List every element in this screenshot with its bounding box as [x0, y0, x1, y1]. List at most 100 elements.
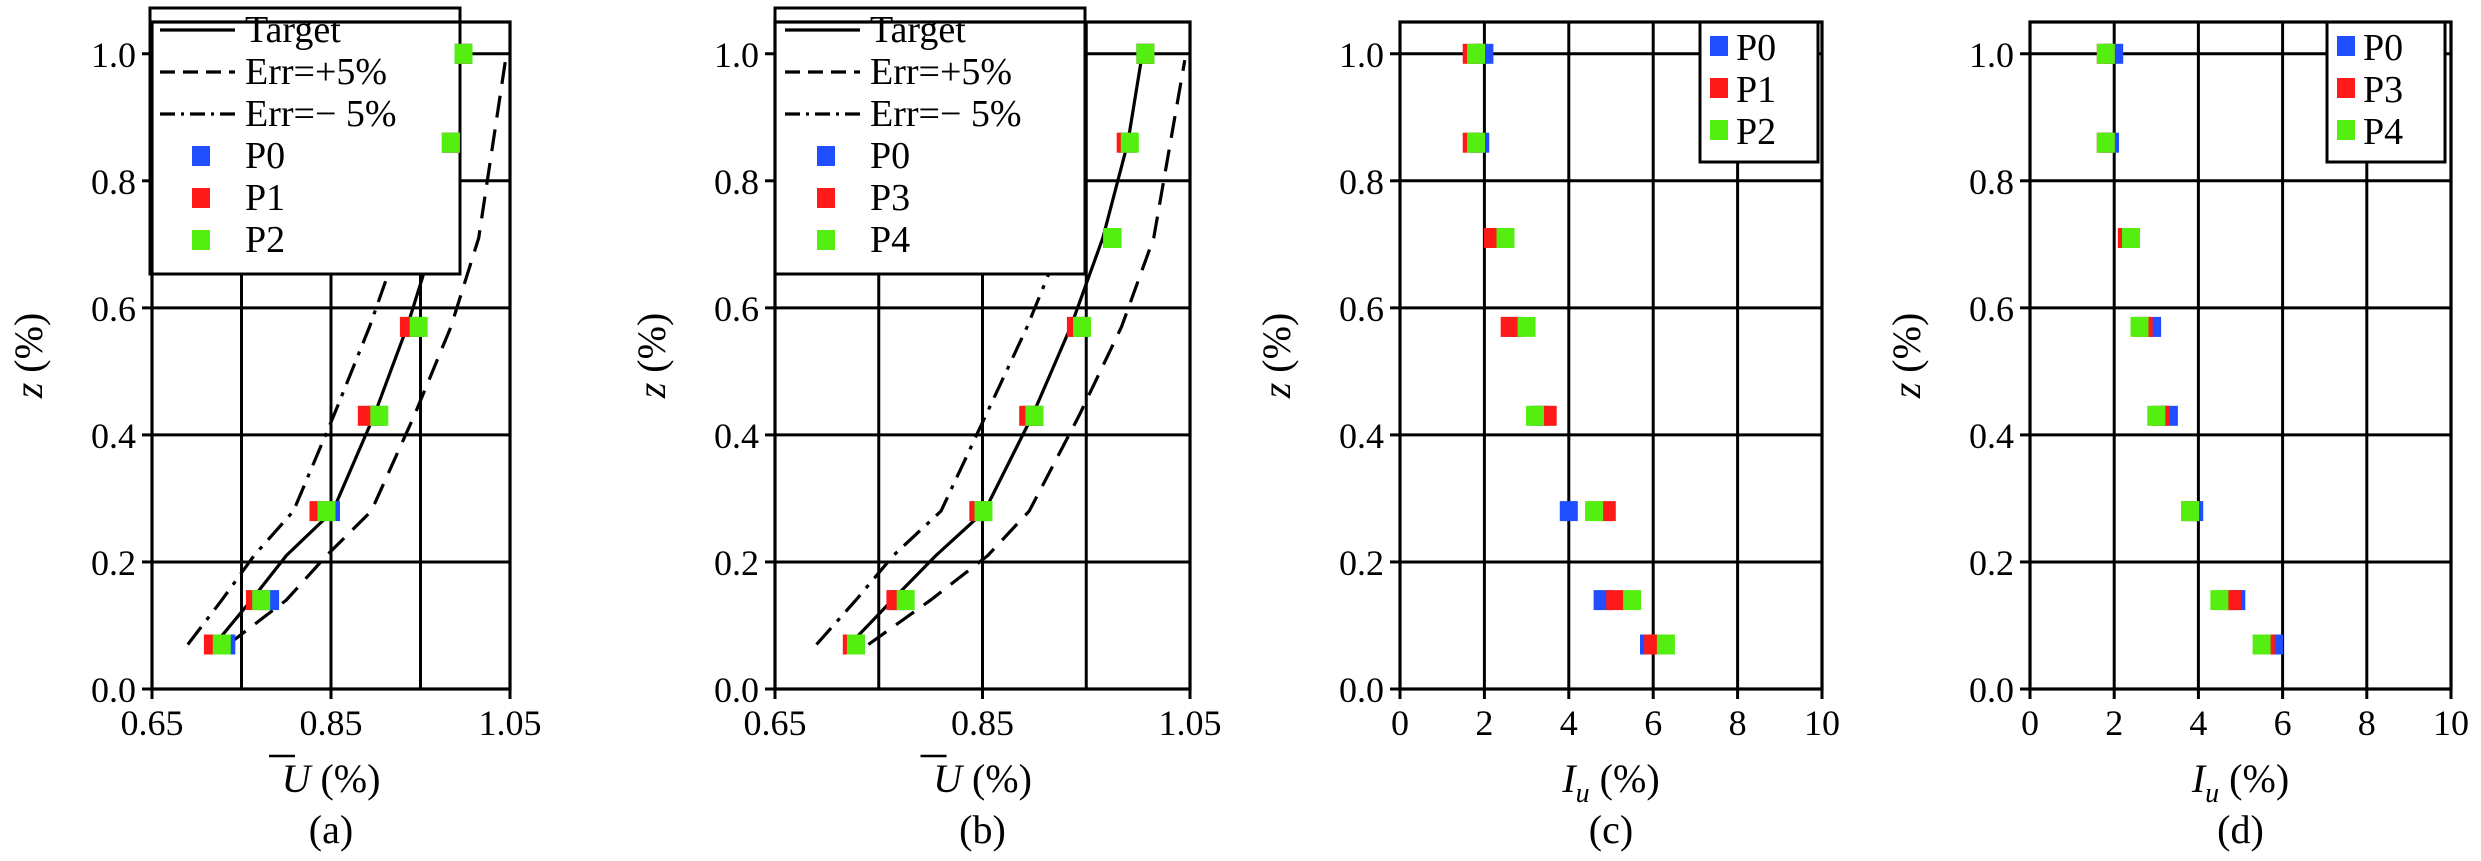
marker-p2: [1467, 132, 1485, 153]
marker-p2: [212, 634, 231, 655]
marker-p2: [1656, 634, 1675, 655]
x-tick-label: 1.05: [1159, 703, 1222, 743]
data-markers: [1462, 43, 1675, 655]
x-tick-label: 0.65: [744, 703, 807, 743]
legend-swatch-p4: [817, 230, 835, 250]
y-tick-label: 0.8: [1339, 162, 1384, 202]
y-tick-label: 0.8: [1969, 162, 2014, 202]
legend-box: [773, 6, 1087, 276]
x-tick-label: 2: [1475, 703, 1493, 743]
y-tick-label: 0.0: [1339, 670, 1384, 710]
y-tick-label: 0.8: [91, 162, 136, 202]
x-axis-label: Iu (%): [2191, 756, 2289, 809]
legend-label: P3: [870, 177, 910, 219]
x-tick-label: 1.05: [479, 703, 542, 743]
marker-p2: [1526, 405, 1544, 426]
curve-dashdot: [815, 237, 1065, 646]
y-tick-label: 0.4: [714, 416, 759, 456]
y-tick-label: 0.2: [91, 543, 136, 583]
legend-swatch-p0: [2337, 36, 2355, 56]
marker-p4: [2252, 634, 2271, 655]
x-tick-label: 0: [1391, 703, 1409, 743]
x-axis-label: Iu (%): [1561, 756, 1659, 809]
legend-swatch-p2: [1710, 120, 1728, 140]
x-axis-label-symbol: U: [282, 756, 314, 801]
marker-p4: [2181, 501, 2199, 522]
curve-dashed: [227, 59, 508, 646]
legend-label: Target: [870, 9, 966, 51]
y-tick-label: 0.4: [91, 416, 136, 456]
x-axis-label-symbol: U: [933, 756, 965, 801]
data-markers: [842, 43, 1155, 655]
y-axis-label-symbol: z: [1254, 382, 1299, 399]
legend-swatch-p1: [192, 188, 210, 208]
x-tick-label: 6: [1644, 703, 1662, 743]
legend-swatch-p0: [192, 146, 210, 166]
marker-p2: [370, 405, 389, 426]
marker-p0: [1559, 501, 1578, 522]
y-tick-label: 0.2: [714, 543, 759, 583]
x-tick-label: 8: [1729, 703, 1747, 743]
marker-p4: [1025, 405, 1044, 426]
x-axis-label-unit: (%): [2219, 756, 2289, 801]
y-tick-label: 0.6: [714, 289, 759, 329]
plot-frame: [1398, 20, 1824, 691]
marker-p4: [1120, 132, 1139, 153]
x-tick-label: 6: [2274, 703, 2292, 743]
legend-label: P1: [1736, 69, 1776, 111]
marker-p2: [454, 43, 473, 64]
marker-p4: [2122, 228, 2140, 248]
y-tick-label: 1.0: [714, 35, 759, 75]
x-tick-label: 8: [2358, 703, 2376, 743]
x-axis-label-unit: (%): [1590, 756, 1660, 801]
legend-label: Err=− 5%: [245, 93, 397, 135]
y-tick-label: 0.2: [1969, 543, 2014, 583]
legend-label: Err=+5%: [245, 51, 387, 93]
legend-label: P1: [245, 177, 285, 219]
legend-label: P4: [2363, 111, 2403, 153]
y-tick-label: 0.6: [1339, 289, 1384, 329]
legend-swatch-p3: [817, 188, 835, 208]
y-tick-label: 0.0: [1969, 670, 2014, 710]
plot-frame: [2028, 20, 2453, 691]
y-axis-label-symbol: z: [629, 382, 674, 399]
legend-swatch-p1: [1710, 78, 1728, 98]
marker-p4: [1073, 316, 1092, 337]
legend-box: [148, 6, 462, 276]
x-axis-label-subscript: u: [2205, 778, 2219, 809]
legend-label: Target: [245, 9, 341, 51]
y-tick-label: 1.0: [91, 35, 136, 75]
data-markers: [203, 43, 473, 655]
legend-label: Err=+5%: [870, 51, 1012, 93]
y-axis-label-symbol: z: [6, 382, 51, 399]
y-tick-label: 0.0: [714, 670, 759, 710]
y-axis-label-unit: (%): [6, 313, 51, 383]
x-tick-label: 2: [2105, 703, 2123, 743]
y-tick-label: 0.6: [1969, 289, 2014, 329]
x-axis-label-subscript: u: [1576, 778, 1590, 809]
y-axis-label: z (%): [1884, 313, 1929, 400]
y-tick-label: 0.8: [714, 162, 759, 202]
marker-p4: [1103, 228, 1122, 248]
marker-p2: [1623, 590, 1642, 611]
marker-p4: [846, 634, 865, 655]
x-tick-label: 4: [1560, 703, 1578, 743]
y-tick-label: 1.0: [1969, 35, 2014, 75]
x-tick-label: 0: [2021, 703, 2039, 743]
legend-label: P4: [870, 219, 910, 261]
y-tick-label: 1.0: [1339, 35, 1384, 75]
y-axis-label-unit: (%): [629, 313, 674, 383]
marker-p1: [1500, 316, 1519, 337]
y-axis-label: z (%): [629, 313, 674, 400]
y-axis-label-symbol: z: [1884, 382, 1929, 399]
x-tick-label: 0.85: [300, 703, 363, 743]
legend-swatch-p2: [192, 230, 210, 250]
x-axis-label-symbol: I: [1561, 756, 1577, 801]
x-axis-label: U (%): [282, 756, 381, 801]
